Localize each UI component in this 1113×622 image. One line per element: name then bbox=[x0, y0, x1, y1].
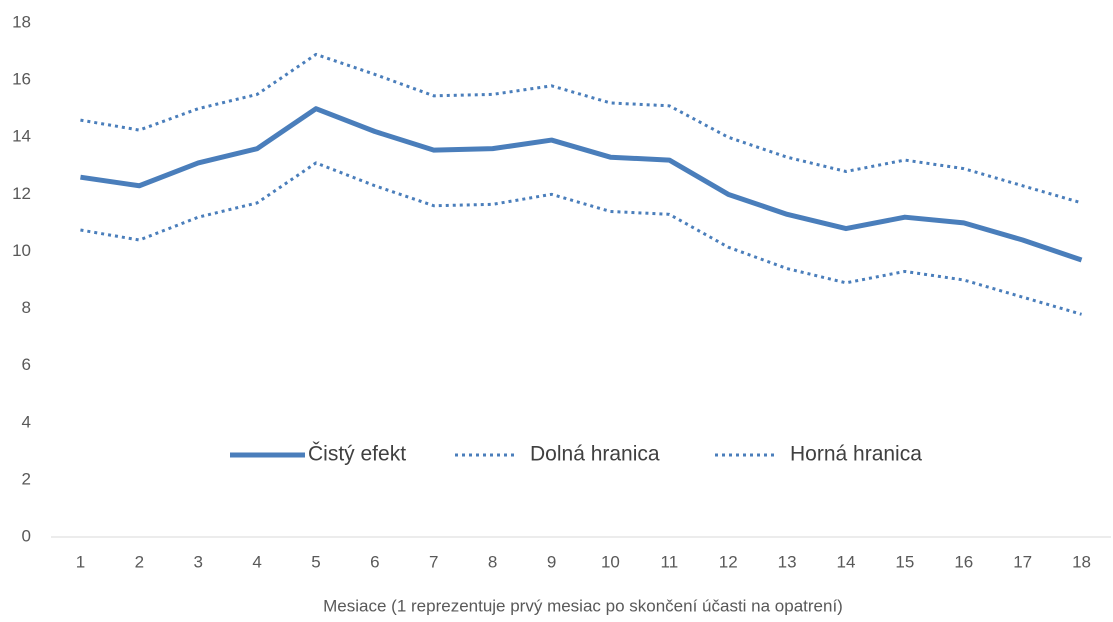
legend-label: Horná hranica bbox=[790, 443, 922, 466]
x-tick-label: 18 bbox=[1072, 552, 1091, 571]
x-tick-label: 13 bbox=[778, 552, 797, 571]
x-tick-label: 14 bbox=[837, 552, 856, 571]
y-tick-label: 10 bbox=[12, 241, 31, 260]
x-tick-label: 6 bbox=[370, 552, 379, 571]
y-tick-label: 18 bbox=[12, 12, 31, 31]
x-tick-label: 1 bbox=[76, 552, 85, 571]
y-tick-label: 0 bbox=[22, 526, 31, 545]
y-tick-label: 2 bbox=[22, 469, 31, 488]
legend-label: Dolná hranica bbox=[530, 443, 660, 466]
y-tick-label: 8 bbox=[22, 298, 31, 317]
series-line bbox=[80, 161, 1082, 316]
x-tick-label: 3 bbox=[193, 552, 202, 571]
x-tick-label: 15 bbox=[895, 552, 914, 571]
y-tick-label: 12 bbox=[12, 184, 31, 203]
series-line bbox=[80, 52, 1082, 205]
legend-label: Čistý efekt bbox=[308, 443, 406, 466]
x-tick-label: 5 bbox=[311, 552, 320, 571]
x-tick-label: 11 bbox=[661, 552, 679, 571]
x-tick-label: 10 bbox=[601, 552, 620, 571]
x-tick-label: 12 bbox=[719, 552, 738, 571]
x-tick-label: 9 bbox=[547, 552, 556, 571]
x-tick-label: 2 bbox=[135, 552, 144, 571]
series-line bbox=[80, 106, 1083, 263]
y-tick-label: 4 bbox=[22, 412, 31, 431]
x-axis-title: Mesiace (1 reprezentuje prvý mesiac po s… bbox=[323, 596, 843, 615]
x-tick-label: 16 bbox=[954, 552, 973, 571]
y-tick-label: 14 bbox=[12, 127, 31, 146]
x-tick-label: 4 bbox=[252, 552, 261, 571]
x-tick-label: 17 bbox=[1013, 552, 1032, 571]
y-tick-label: 16 bbox=[12, 70, 31, 89]
y-tick-label: 6 bbox=[22, 355, 31, 374]
x-tick-label: 7 bbox=[429, 552, 438, 571]
x-tick-label: 8 bbox=[488, 552, 497, 571]
